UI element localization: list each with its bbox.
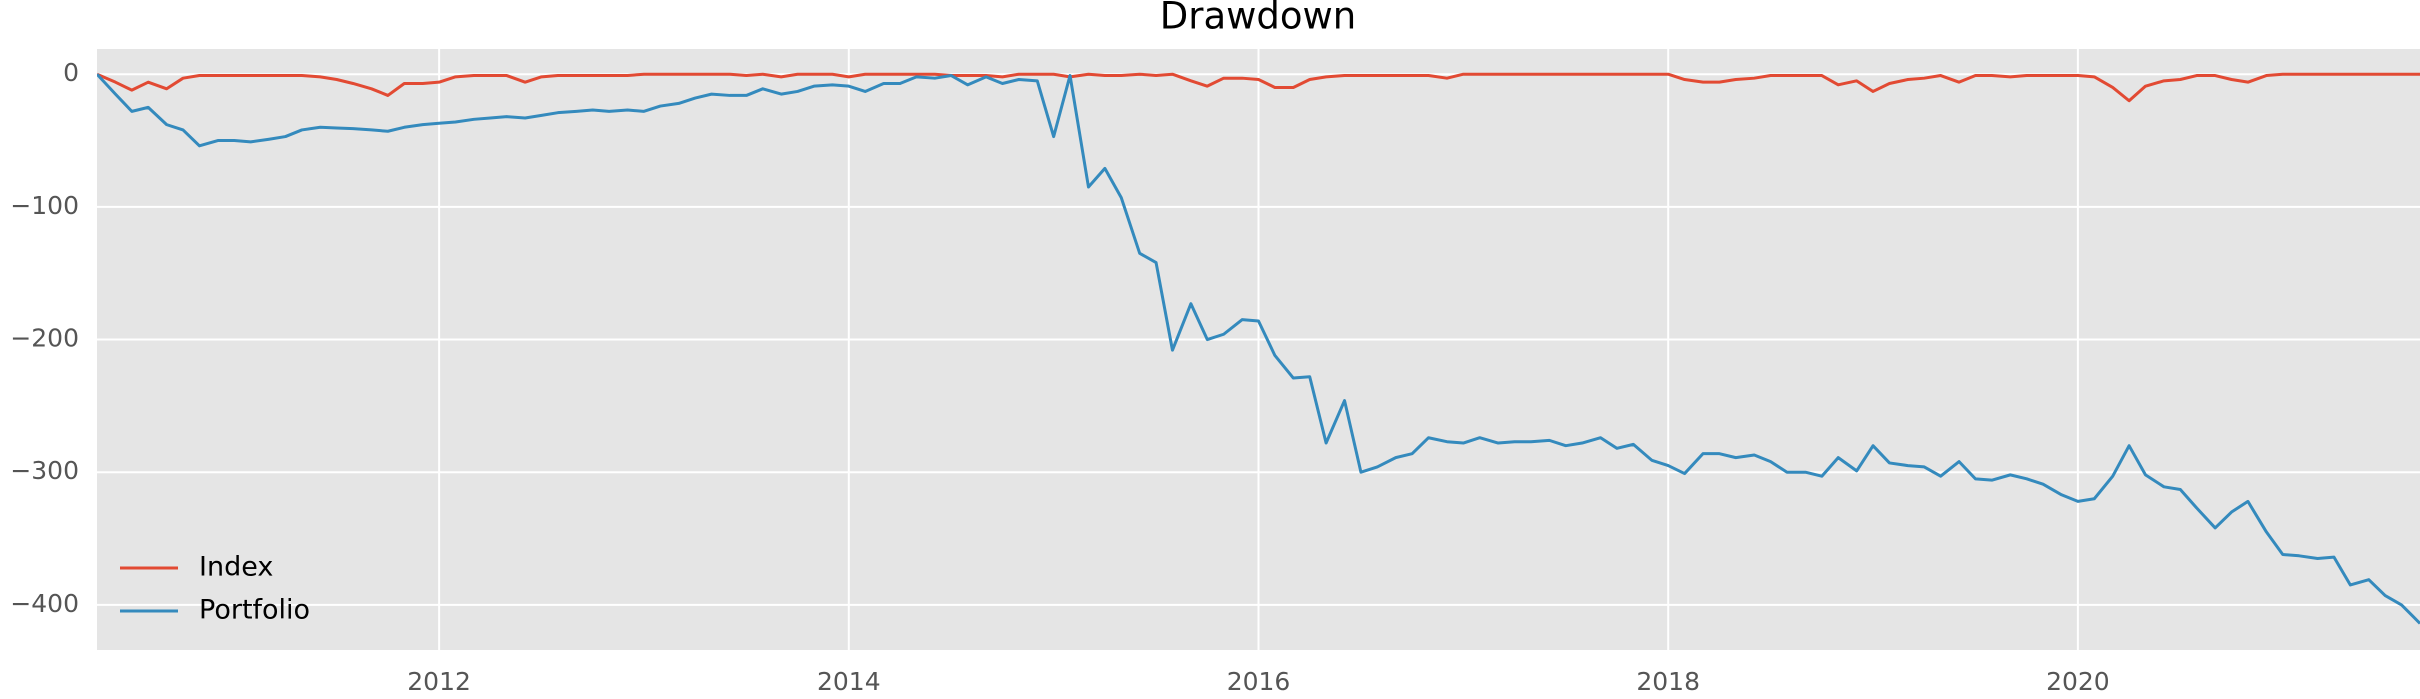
y-tick-label: −200 (10, 324, 79, 353)
lines (97, 72, 2420, 625)
y-tick-label: 0 (63, 58, 79, 87)
series-line (97, 72, 2420, 103)
legend: Index Portfolio (120, 552, 310, 626)
x-tick-label: 2018 (1636, 667, 1700, 696)
legend-label: Index (199, 552, 273, 583)
labels: 0 −100 −200 −300 −400 2012 2014 2016 2018 2020 (10, 58, 2109, 696)
x-tick-label: 2020 (2046, 667, 2110, 696)
x-tick-label: 2012 (407, 667, 471, 696)
y-tick-label: −100 (10, 191, 79, 220)
x-tick-label: 2014 (817, 667, 881, 696)
y-tick-label: −300 (10, 456, 79, 485)
x-tick-label: 2016 (1227, 667, 1291, 696)
chart-title: Drawdown (1160, 0, 1356, 38)
y-tick-label: −400 (10, 589, 79, 618)
series-line (97, 73, 2420, 625)
legend-label: Portfolio (199, 595, 310, 626)
